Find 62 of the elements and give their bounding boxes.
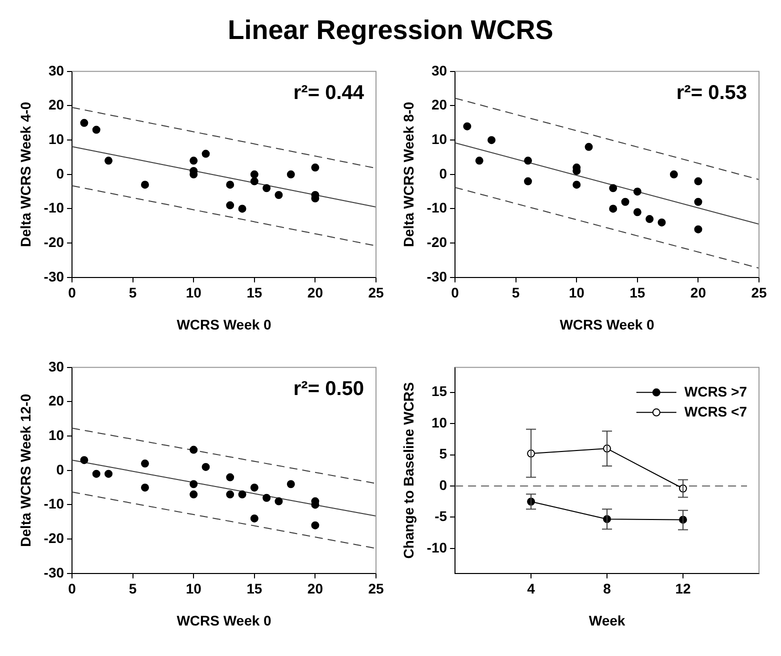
y-axis-title: Delta WCRS Week 4-0 — [17, 102, 34, 248]
y-tick-label: -10 — [426, 539, 448, 556]
y-tick-label: 30 — [48, 358, 64, 374]
x-tick-label: 15 — [630, 284, 646, 301]
x-tick-label: 15 — [246, 284, 262, 301]
x-tick-label: 25 — [368, 580, 384, 597]
y-tick-label: 0 — [439, 476, 448, 493]
annotation: r²= 0.44 — [293, 82, 365, 104]
x-tick-label: 4 — [527, 580, 536, 597]
y-tick-label: -5 — [434, 508, 448, 524]
y-tick-label: -10 — [44, 200, 64, 216]
y-tick-label: 30 — [48, 62, 64, 78]
x-axis-title: WCRS Week 0 — [560, 316, 655, 332]
x-tick-label: 0 — [68, 284, 76, 301]
y-tick-label: -30 — [426, 268, 448, 284]
x-tick-label: 12 — [675, 580, 692, 597]
chart-title: Linear Regression WCRS — [226, 14, 554, 47]
y-tick-label: 0 — [56, 165, 64, 182]
y-tick-label: 30 — [431, 62, 448, 78]
y-tick-label: -20 — [44, 234, 64, 250]
x-tick-label: 5 — [512, 284, 520, 301]
y-tick-label: 0 — [56, 461, 64, 478]
y-tick-label: 10 — [48, 426, 64, 443]
y-tick-label: -10 — [44, 496, 64, 512]
x-axis-title: Week — [588, 612, 626, 628]
x-tick-label: 25 — [368, 284, 384, 301]
x-tick-label: 0 — [451, 284, 460, 301]
y-axis-title: Change to Baseline WCRS — [400, 382, 416, 559]
x-tick-label: 5 — [128, 284, 137, 301]
x-tick-label: 25 — [751, 284, 767, 301]
x-tick-label: 20 — [307, 284, 324, 301]
x-axis-title: WCRS Week 0 — [176, 316, 272, 332]
x-tick-label: 8 — [603, 580, 612, 597]
x-tick-label: 10 — [568, 284, 585, 301]
x-tick-label: 10 — [186, 580, 202, 597]
x-tick-label: 0 — [68, 580, 76, 597]
y-tick-label: 20 — [48, 392, 64, 409]
y-tick-label: -20 — [426, 234, 448, 250]
annotation: r²= 0.50 — [293, 378, 364, 400]
y-tick-label: 5 — [439, 446, 448, 462]
y-tick-label: 0 — [439, 165, 448, 182]
x-tick-label: 5 — [128, 580, 137, 597]
y-tick-label: -30 — [44, 564, 64, 580]
x-tick-label: 10 — [186, 284, 202, 301]
x-axis-title: WCRS Week 0 — [176, 612, 272, 628]
y-tick-label: 15 — [431, 383, 448, 400]
annotation: r²= 0.53 — [676, 82, 747, 104]
y-axis-title: Delta WCRS Week 8-0 — [400, 102, 416, 248]
x-tick-label: 20 — [690, 284, 706, 301]
y-tick-label: 10 — [431, 130, 448, 147]
legend-label: WCRS <7 — [684, 403, 748, 420]
y-tick-label: -30 — [44, 268, 64, 284]
y-tick-label: -20 — [44, 530, 64, 546]
x-tick-label: 15 — [246, 580, 262, 597]
y-tick-label: 10 — [431, 414, 448, 430]
y-axis-title: Delta WCRS Week 12-0 — [17, 394, 34, 547]
y-tick-label: 20 — [431, 96, 448, 113]
y-tick-label: 20 — [48, 96, 64, 113]
legend-label: WCRS >7 — [684, 383, 748, 400]
y-tick-label: -10 — [426, 200, 448, 216]
x-tick-label: 20 — [307, 580, 324, 597]
y-tick-label: 10 — [48, 130, 64, 147]
